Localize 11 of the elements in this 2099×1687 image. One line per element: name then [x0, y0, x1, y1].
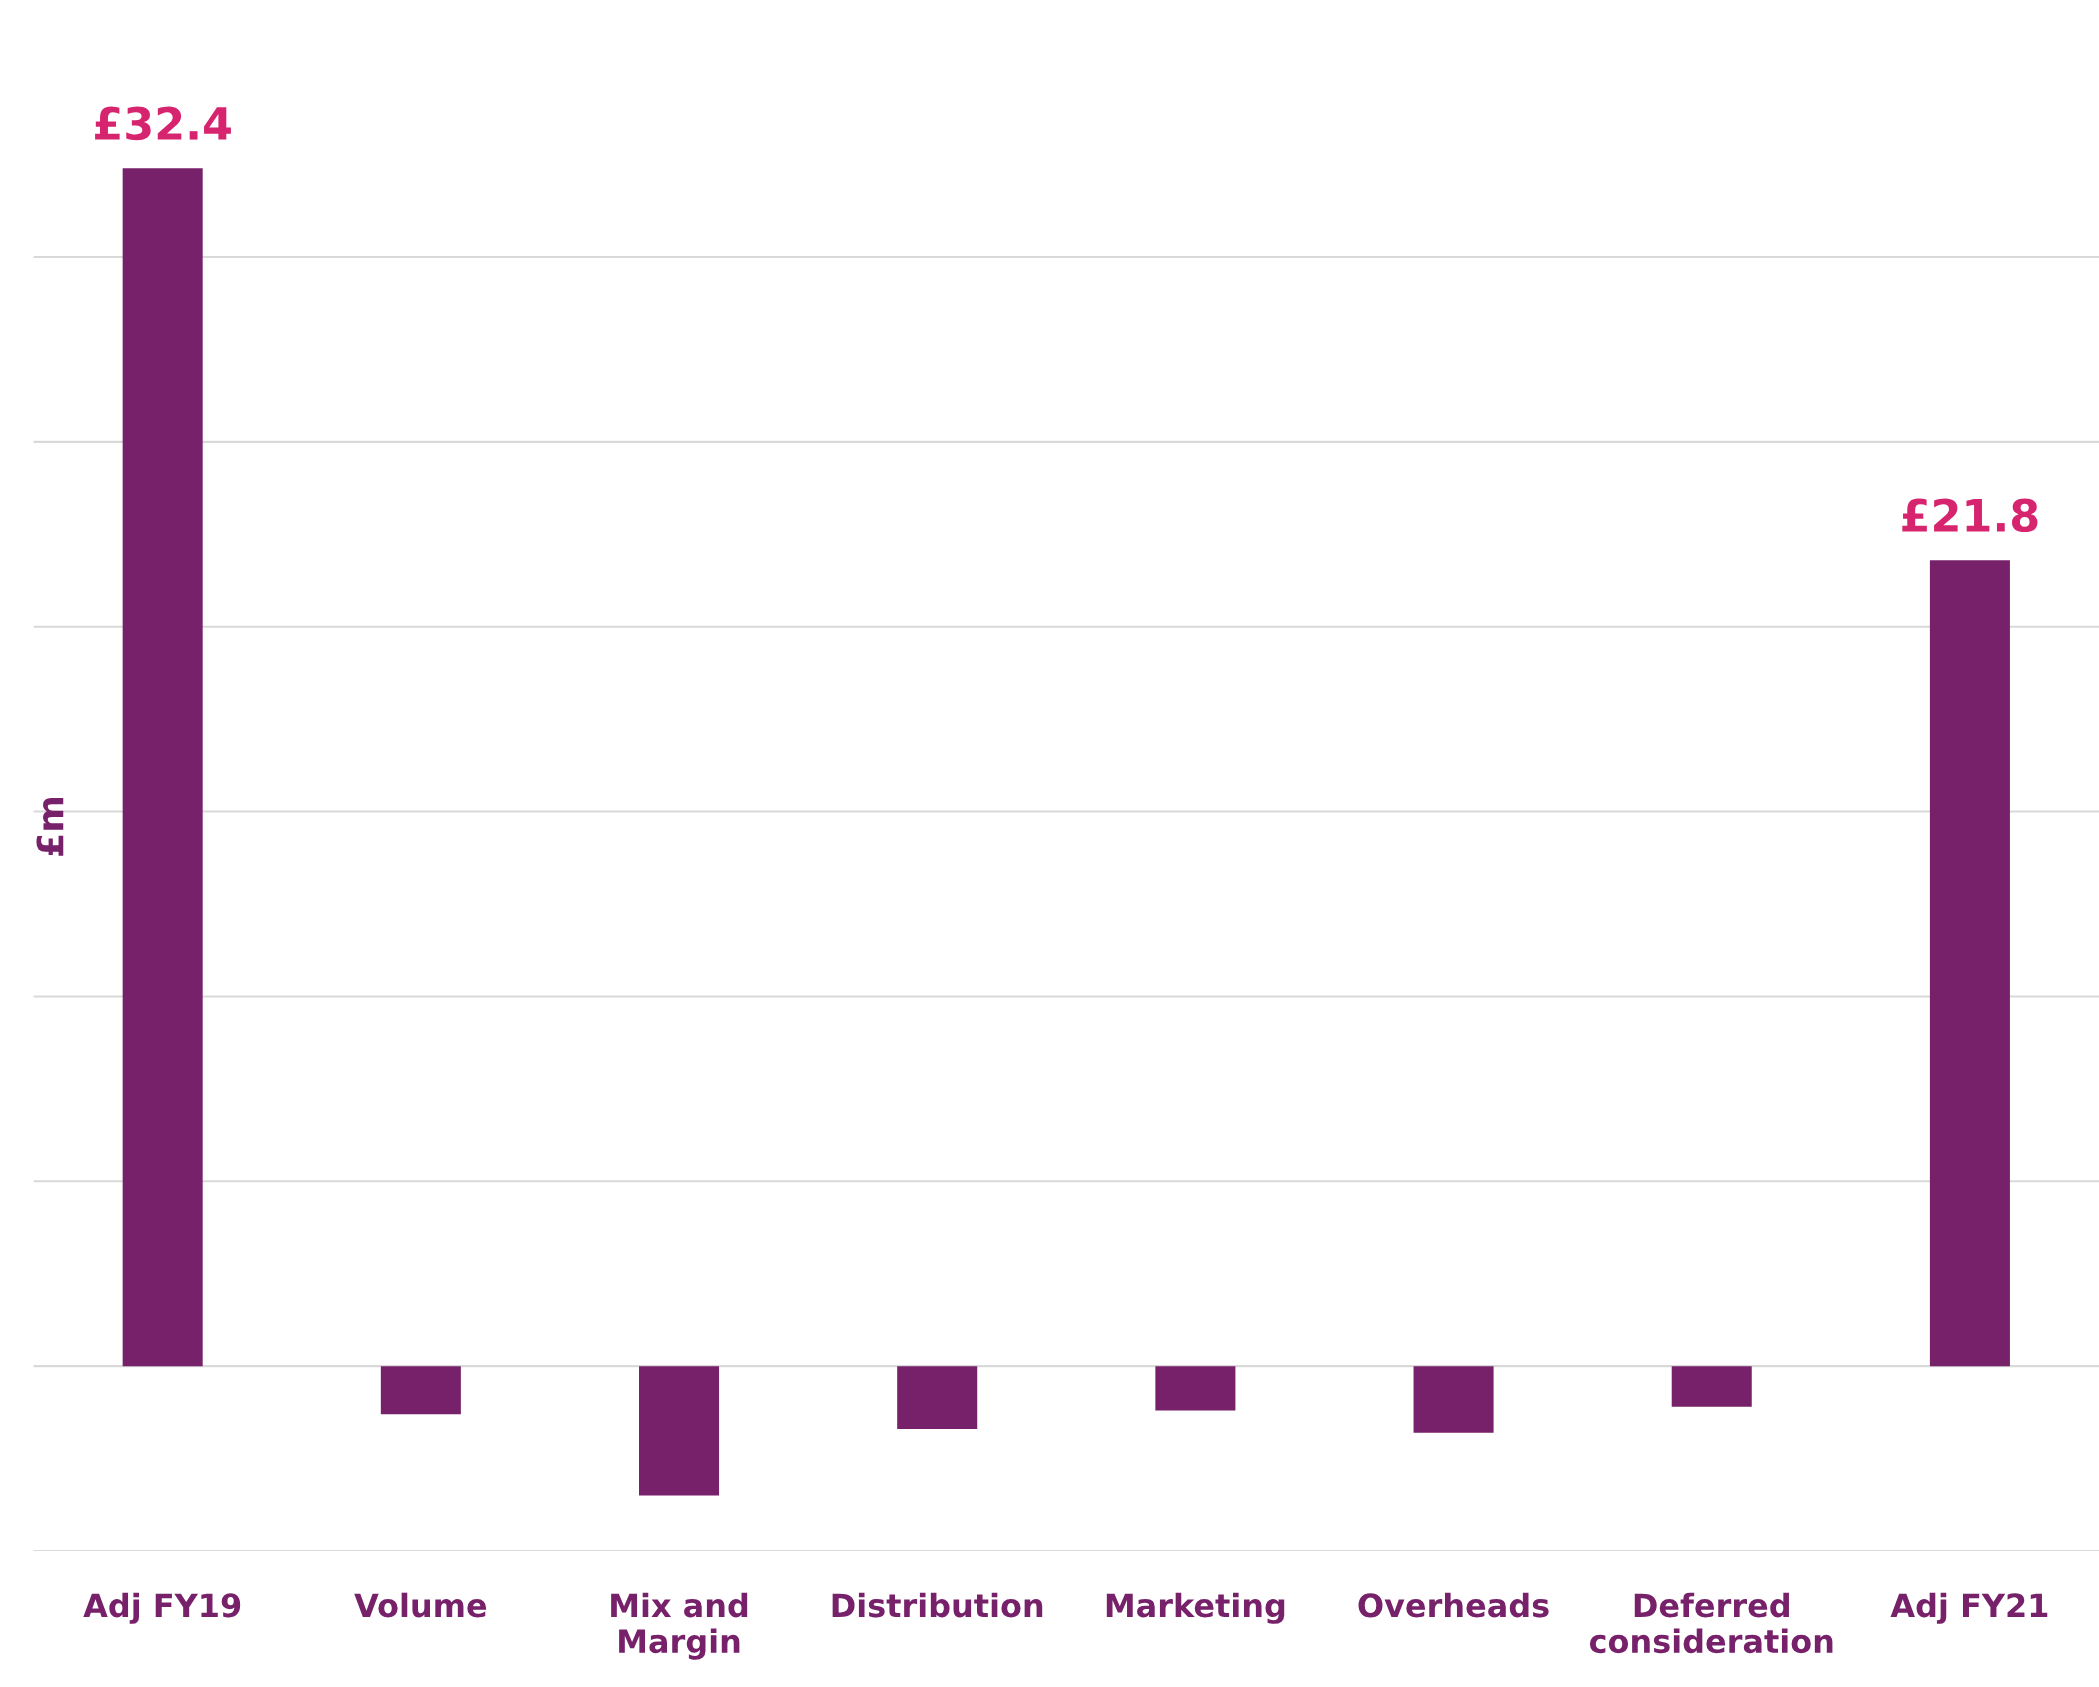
x-tick-label: Mix and Margin: [611, 1592, 748, 1660]
y-axis-title: £m: [36, 797, 64, 856]
x-tick-label: Marketing: [1106, 1592, 1285, 1624]
data-label: £21.8: [1902, 498, 2038, 533]
x-tick-label: Deferred consideration: [1589, 1592, 1833, 1654]
x-tick-label: Overheads: [1358, 1592, 1549, 1618]
x-tick-label: Adj FY19: [83, 1592, 241, 1624]
x-tick-label: Distribution: [832, 1592, 1043, 1618]
x-tick-label: Adj FY21: [1890, 1592, 2048, 1624]
x-tick-label: Volume: [354, 1592, 487, 1618]
data-label: £32.4: [95, 106, 231, 141]
